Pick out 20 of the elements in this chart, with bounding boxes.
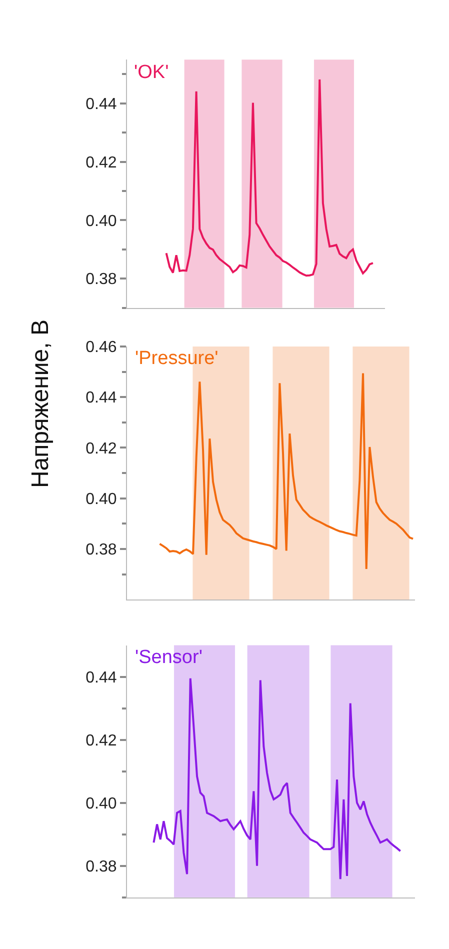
line-series xyxy=(152,677,402,880)
y-tick-label: 0.42 xyxy=(86,154,117,172)
y-tick-label: 0.44 xyxy=(86,96,117,113)
series-label: 'Pressure' xyxy=(135,348,218,369)
y-tick-label: 0.42 xyxy=(86,732,117,750)
y-tick-label: 0.38 xyxy=(86,271,117,288)
y-tick-label: 0.44 xyxy=(86,669,117,686)
series-label: 'Sensor' xyxy=(135,647,202,668)
line-series xyxy=(158,372,414,570)
series-label: 'OK' xyxy=(134,62,169,83)
line-series xyxy=(165,78,374,277)
y-tick-label: 0.40 xyxy=(86,212,117,230)
y-axis-title: Напряжение, В xyxy=(26,320,54,488)
y-tick-label: 0.44 xyxy=(86,390,117,407)
y-tick-label: 0.40 xyxy=(86,795,117,812)
y-tick-label: 0.38 xyxy=(86,858,117,876)
y-tick-label: 0.38 xyxy=(86,542,117,559)
y-tick-label: 0.42 xyxy=(86,440,117,458)
y-tick-label: 0.40 xyxy=(86,490,117,508)
y-tick-label: 0.46 xyxy=(86,339,117,356)
